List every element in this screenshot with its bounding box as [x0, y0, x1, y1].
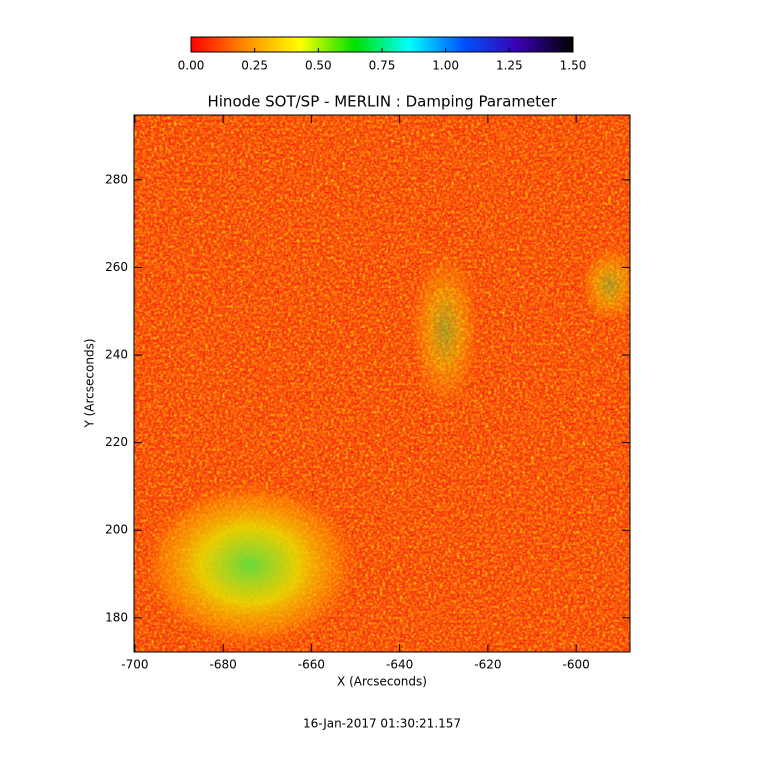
plot-frame — [133, 114, 631, 653]
colorbar-tick-label: 0.75 — [369, 59, 396, 73]
chart-title: Hinode SOT/SP - MERLIN : Damping Paramet… — [207, 93, 557, 111]
colorbar-tick-label: 0.25 — [241, 59, 268, 73]
heatmap-feature — [410, 250, 480, 410]
x-tick-label: -660 — [298, 658, 325, 672]
colorbar-tick-label: 0.00 — [178, 59, 205, 73]
y-tick-label: 220 — [105, 435, 128, 449]
colorbar-tick-label: 0.50 — [305, 59, 332, 73]
heatmap-feature — [140, 480, 360, 650]
x-tick-label: -680 — [210, 658, 237, 672]
y-tick-label: 280 — [105, 172, 128, 186]
date-label: 16-Jan-2017 01:30:21.157 — [303, 717, 461, 731]
y-axis-label: Y (Arcseconds) — [83, 338, 97, 428]
heatmap-feature — [580, 245, 630, 325]
x-tick-label: -700 — [121, 658, 148, 672]
x-axis-label: X (Arcseconds) — [337, 675, 427, 689]
x-tick-label: -620 — [474, 658, 501, 672]
x-tick-label: -640 — [386, 658, 413, 672]
y-tick-label: 240 — [105, 348, 128, 362]
y-tick-label: 260 — [105, 260, 128, 274]
x-tick-label: -600 — [563, 658, 590, 672]
y-tick-label: 200 — [105, 523, 128, 537]
y-tick-label: 180 — [105, 610, 128, 624]
heatmap-image — [134, 115, 630, 652]
colorbar-tick-label: 1.50 — [560, 59, 587, 73]
colorbar-tick-label: 1.25 — [496, 59, 523, 73]
colorbar-tick-label: 1.00 — [432, 59, 459, 73]
